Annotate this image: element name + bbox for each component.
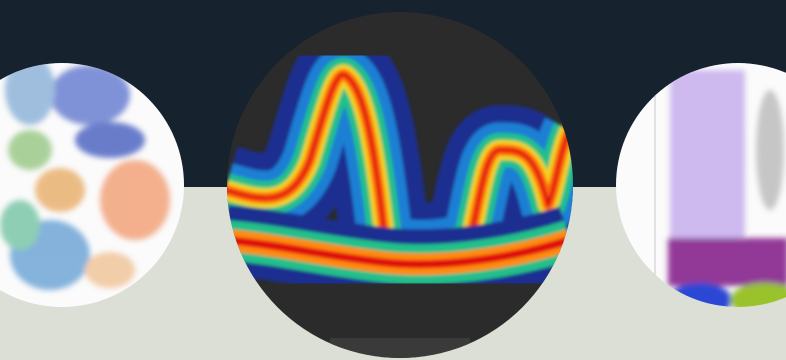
spectrum-image: [227, 12, 573, 358]
